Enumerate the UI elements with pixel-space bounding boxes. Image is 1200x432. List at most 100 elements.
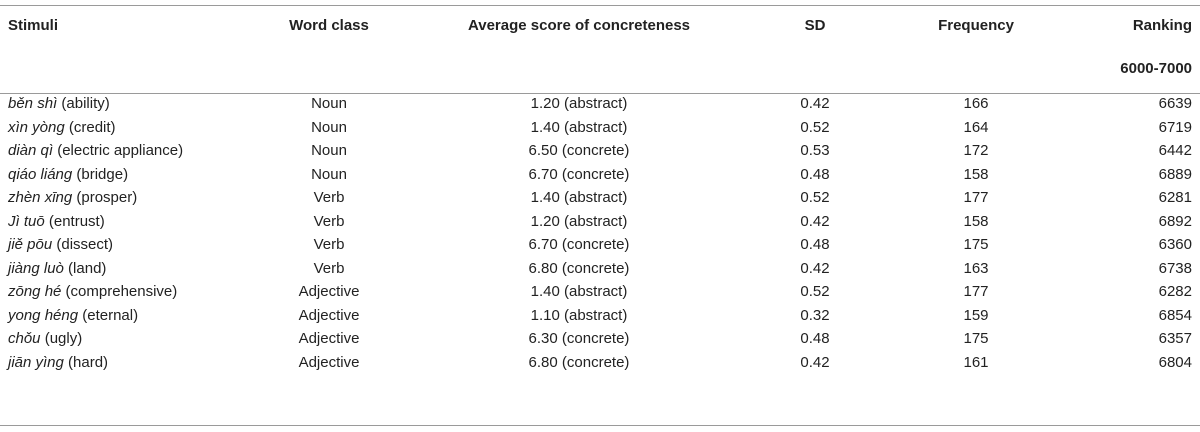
cell-ranking: 6719 xyxy=(1158,118,1192,136)
cell-word-class: Verb xyxy=(313,259,345,277)
stimulus-pinyin: yong héng xyxy=(8,306,79,324)
cell-word-class: Verb xyxy=(313,189,345,207)
cell-average-score: 1.40 (abstract) xyxy=(530,283,628,301)
stimulus-gloss: (ugly) xyxy=(40,330,83,348)
cell-frequency: 163 xyxy=(963,259,989,277)
table-row: zhèn xīng (prosper) Verb 1.40 (abstract)… xyxy=(0,186,1200,210)
cell-word-class: Verb xyxy=(313,212,345,230)
cell-frequency: 159 xyxy=(963,306,989,324)
table-row: jiàng luò (land) Verb 6.80 (concrete) 0.… xyxy=(0,257,1200,281)
cell-frequency: 175 xyxy=(963,330,989,348)
cell-ranking: 6854 xyxy=(1158,306,1192,324)
stimulus-pinyin: xìn yòng xyxy=(8,118,65,136)
stimulus-pinyin: chǒu xyxy=(8,330,41,348)
cell-frequency: 158 xyxy=(963,212,989,230)
stimulus-gloss: (entrust) xyxy=(44,212,105,230)
cell-ranking: 6738 xyxy=(1158,259,1192,277)
cell-average-score: 1.10 (abstract) xyxy=(530,306,628,324)
cell-average-score: 6.50 (concrete) xyxy=(528,142,630,160)
table-row: xìn yòng (credit) Noun 1.40 (abstract) 0… xyxy=(0,116,1200,140)
cell-sd: 0.52 xyxy=(800,189,830,207)
header-stimuli: Stimuli xyxy=(8,17,59,34)
cell-ranking: 6892 xyxy=(1158,212,1192,230)
stimulus-gloss: (ability) xyxy=(57,95,110,113)
cell-average-score: 6.70 (concrete) xyxy=(528,165,630,183)
stimulus-pinyin: běn shì xyxy=(8,95,58,113)
cell-sd: 0.48 xyxy=(800,236,830,254)
header-row: Stimuli Word class Average score of conc… xyxy=(0,6,1200,50)
table-row: qiáo liáng (bridge) Noun 6.70 (concrete)… xyxy=(0,163,1200,187)
stimulus-pinyin: jiān yìng xyxy=(8,353,64,371)
cell-word-class: Noun xyxy=(311,142,347,160)
cell-average-score: 1.40 (abstract) xyxy=(530,118,628,136)
cell-word-class: Noun xyxy=(311,165,347,183)
cell-word-class: Verb xyxy=(313,236,345,254)
cell-sd: 0.52 xyxy=(800,118,830,136)
cell-frequency: 177 xyxy=(963,189,989,207)
cell-stimulus: jiàng luò (land) xyxy=(0,257,270,281)
cell-word-class: Noun xyxy=(311,118,347,136)
cell-frequency: 175 xyxy=(963,236,989,254)
table-row: jiān yìng (hard) Adjective 6.80 (concret… xyxy=(0,351,1200,375)
cell-frequency: 164 xyxy=(963,118,989,136)
cell-frequency: 166 xyxy=(963,95,989,113)
table-row: jiě pōu (dissect) Verb 6.70 (concrete) 0… xyxy=(0,233,1200,257)
table-row: diàn qì (electric appliance) Noun 6.50 (… xyxy=(0,139,1200,163)
cell-sd: 0.48 xyxy=(800,330,830,348)
cell-sd: 0.53 xyxy=(800,142,830,160)
cell-stimulus: Jì tuō (entrust) xyxy=(0,210,270,234)
header-subrow: 6000-7000 xyxy=(0,50,1200,87)
stimulus-pinyin: jiě pōu xyxy=(8,236,53,254)
cell-stimulus: diàn qì (electric appliance) xyxy=(0,139,270,163)
header-sd: SD xyxy=(804,17,826,34)
cell-word-class: Noun xyxy=(311,95,347,113)
cell-average-score: 6.80 (concrete) xyxy=(528,353,630,371)
stimulus-pinyin: Jì tuō xyxy=(8,212,45,230)
stimulus-gloss: (bridge) xyxy=(72,165,129,183)
cell-frequency: 161 xyxy=(963,353,989,371)
cell-sd: 0.42 xyxy=(800,95,830,113)
header-rule xyxy=(0,93,1200,94)
cell-frequency: 172 xyxy=(963,142,989,160)
stimulus-pinyin: qiáo liáng xyxy=(8,165,73,183)
cell-sd: 0.52 xyxy=(800,283,830,301)
cell-sd: 0.32 xyxy=(800,306,830,324)
stimulus-pinyin: jiàng luò xyxy=(8,259,64,277)
table-row: běn shì (ability) Noun 1.20 (abstract) 0… xyxy=(0,92,1200,116)
table-row: zōng hé (comprehensive) Adjective 1.40 (… xyxy=(0,280,1200,304)
cell-ranking: 6442 xyxy=(1158,142,1192,160)
cell-average-score: 6.70 (concrete) xyxy=(528,236,630,254)
cell-ranking: 6889 xyxy=(1158,165,1192,183)
cell-word-class: Adjective xyxy=(298,353,360,371)
cell-average-score: 1.20 (abstract) xyxy=(530,95,628,113)
cell-sd: 0.42 xyxy=(800,259,830,277)
cell-average-score: 1.20 (abstract) xyxy=(530,212,628,230)
cell-stimulus: zhèn xīng (prosper) xyxy=(0,186,270,210)
cell-word-class: Adjective xyxy=(298,330,360,348)
stimulus-pinyin: zhèn xīng xyxy=(8,189,73,207)
cell-stimulus: běn shì (ability) xyxy=(0,92,270,116)
cell-ranking: 6357 xyxy=(1158,330,1192,348)
table-row: Jì tuō (entrust) Verb 1.20 (abstract) 0.… xyxy=(0,210,1200,234)
cell-stimulus: jiān yìng (hard) xyxy=(0,351,270,375)
cell-sd: 0.48 xyxy=(800,165,830,183)
header-frequency: Frequency xyxy=(938,17,1014,34)
stimulus-gloss: (dissect) xyxy=(52,236,114,254)
stimulus-gloss: (hard) xyxy=(63,353,109,371)
table-row: yong héng (eternal) Adjective 1.10 (abst… xyxy=(0,304,1200,328)
cell-ranking: 6804 xyxy=(1158,353,1192,371)
cell-average-score: 1.40 (abstract) xyxy=(530,189,628,207)
cell-frequency: 158 xyxy=(963,165,989,183)
cell-ranking: 6639 xyxy=(1158,95,1192,113)
cell-stimulus: chǒu (ugly) xyxy=(0,327,270,351)
stimulus-gloss: (credit) xyxy=(64,118,116,136)
cell-stimulus: jiě pōu (dissect) xyxy=(0,233,270,257)
cell-ranking: 6281 xyxy=(1158,189,1192,207)
table-row: chǒu (ugly) Adjective 6.30 (concrete) 0.… xyxy=(0,327,1200,351)
header-word-class: Word class xyxy=(289,17,369,34)
stimulus-pinyin: zōng hé xyxy=(8,283,62,301)
stimulus-gloss: (electric appliance) xyxy=(53,142,184,160)
header-ranking-range: 6000-7000 xyxy=(1120,60,1192,77)
header-ranking: Ranking xyxy=(1132,17,1192,34)
